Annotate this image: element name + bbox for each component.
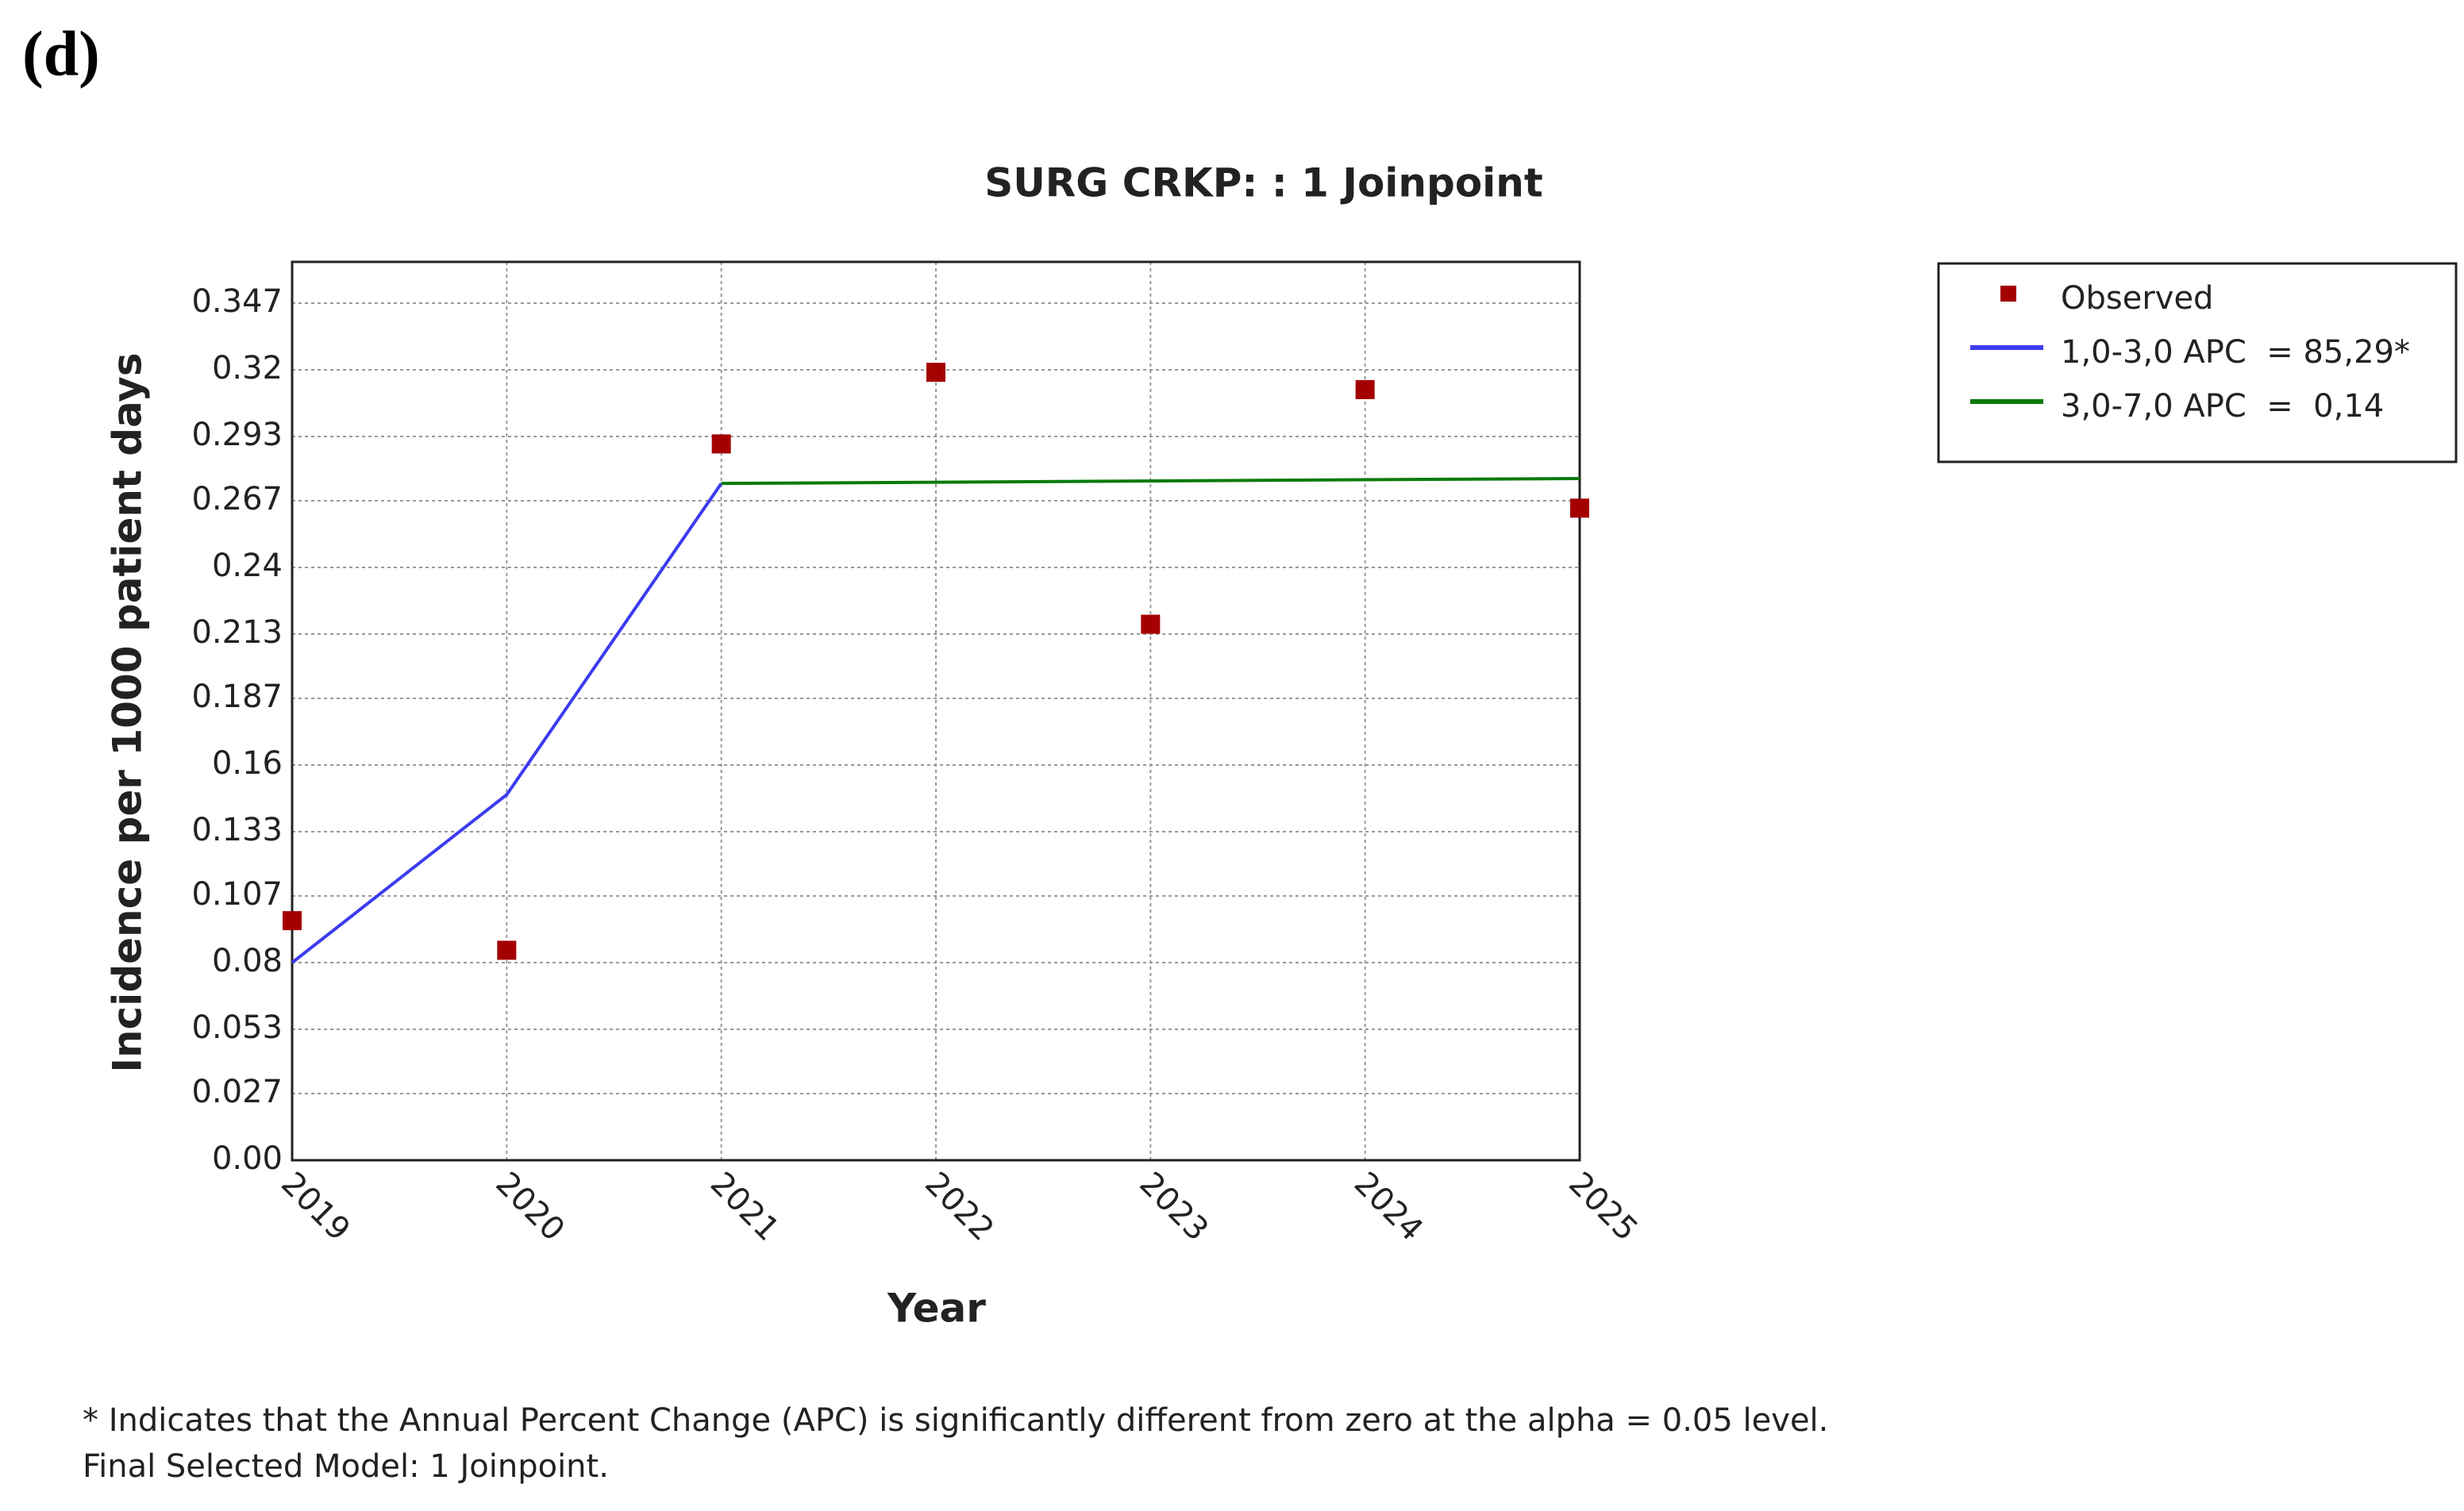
x-axis-label: Year xyxy=(887,1286,986,1332)
marker xyxy=(1355,379,1375,399)
y-axis-label: Incidence per 1000 patient days xyxy=(105,352,151,1072)
x-tick-label: 2023 xyxy=(1132,1165,1215,1248)
y-tick-label: 0.293 xyxy=(191,417,283,453)
y-tick-label: 0.027 xyxy=(191,1074,283,1110)
marker xyxy=(283,911,302,931)
y-tick-label: 0.08 xyxy=(212,943,283,979)
legend-label: Observed xyxy=(2061,280,2213,317)
y-tick-label: 0.00 xyxy=(212,1140,283,1177)
y-tick-label: 0.267 xyxy=(191,481,283,517)
panel-label: (d) xyxy=(22,19,100,89)
y-tick-label: 0.347 xyxy=(191,283,283,320)
y-tick-label: 0.16 xyxy=(212,745,283,782)
x-tick-label: 2019 xyxy=(274,1165,357,1248)
footnote: * Indicates that the Annual Percent Chan… xyxy=(83,1402,1828,1439)
y-tick-label: 0.133 xyxy=(191,812,283,848)
marker xyxy=(1570,498,1589,518)
marker xyxy=(711,434,731,454)
legend-label: 1,0-3,0 APC = 85,29* xyxy=(2061,334,2410,371)
x-tick-label: 2025 xyxy=(1561,1165,1645,1248)
y-tick-label: 0.24 xyxy=(212,548,283,584)
legend-box xyxy=(1937,262,2458,463)
line xyxy=(721,476,1580,486)
chart-title: SURG CRKP: : 1 Joinpoint xyxy=(984,160,1543,206)
y-tick-label: 0.107 xyxy=(191,876,283,913)
x-tick-label: 2022 xyxy=(918,1165,1001,1248)
legend-swatch xyxy=(2000,286,2016,302)
marker xyxy=(926,363,945,383)
y-tick-label: 0.053 xyxy=(191,1009,283,1046)
y-tick-label: 0.213 xyxy=(191,614,283,651)
footnote: Final Selected Model: 1 Joinpoint. xyxy=(83,1448,609,1485)
line xyxy=(291,483,723,964)
y-tick-label: 0.187 xyxy=(191,679,283,715)
marker xyxy=(1141,614,1161,634)
y-tick-label: 0.32 xyxy=(212,350,283,386)
x-tick-label: 2021 xyxy=(703,1165,787,1248)
plot-frame xyxy=(291,260,1581,1162)
marker xyxy=(497,940,517,960)
legend-label: 3,0-7,0 APC = 0,14 xyxy=(2061,388,2384,425)
x-tick-label: 2024 xyxy=(1347,1165,1430,1248)
x-tick-label: 2020 xyxy=(488,1165,572,1248)
